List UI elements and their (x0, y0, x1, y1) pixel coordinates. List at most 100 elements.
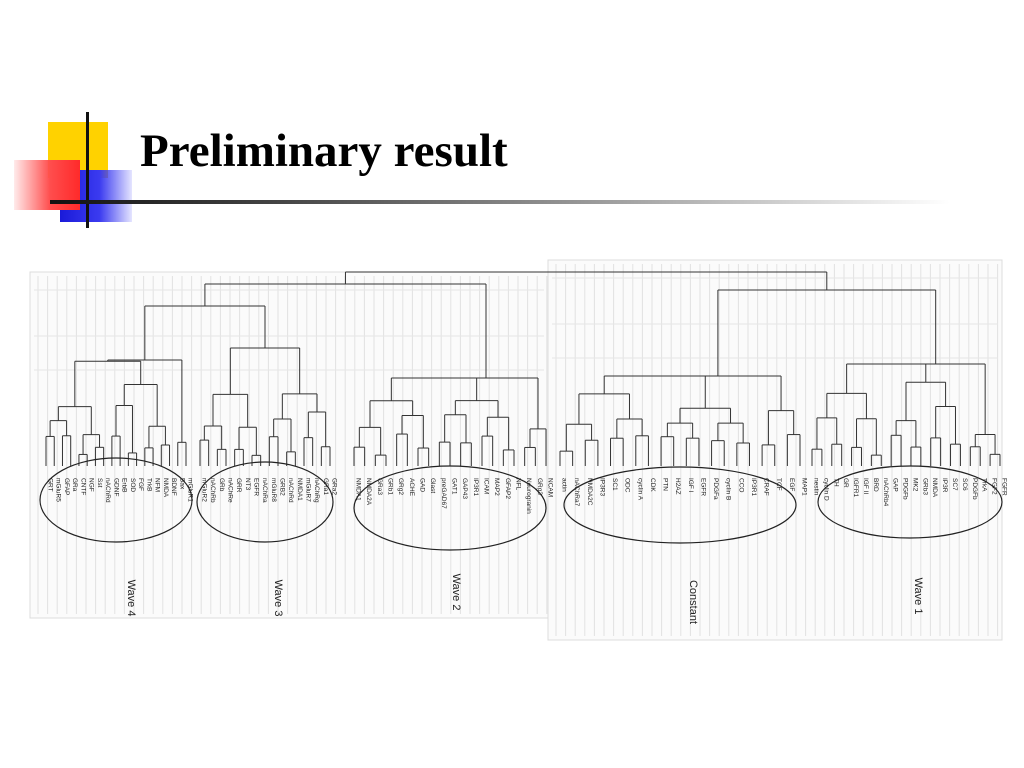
leaf-label: SOD (129, 478, 136, 492)
leaf-label: TrkB (145, 478, 152, 491)
leaf-label: nAChRa7 (573, 478, 580, 507)
group-label: Wave 4 (125, 580, 137, 617)
leaf-label: GRa2 (331, 478, 338, 495)
leaf-label: GAP43 (461, 478, 468, 499)
leaf-label: SC6 (961, 478, 968, 491)
leaf-label: GRb (218, 478, 225, 492)
leaf-label: GRb3 (921, 478, 928, 495)
leaf-label: NMDA2A (365, 478, 372, 506)
cluster-ellipse (39, 457, 193, 543)
leaf-label: NT3 (244, 478, 251, 491)
leaf-label: TH (832, 478, 839, 487)
leaf-label: IGF II (862, 478, 869, 494)
leaf-label: cyclin B (725, 478, 732, 500)
leaf-label: MK2 (911, 478, 918, 492)
leaf-label: GRa1 (322, 478, 329, 495)
leaf-label: ErbB (121, 478, 128, 492)
leaf-label: PDGFb (971, 478, 978, 500)
leaf-label: Bax (178, 478, 185, 490)
leaf-label: nAChRd (287, 478, 294, 503)
leaf-label: EGFR (253, 478, 260, 496)
leaf-label: EGF (788, 478, 795, 491)
leaf-label: nAChRe (227, 478, 234, 503)
leaf-label: cyclin A (636, 478, 643, 501)
leaf-label: SC7 (951, 478, 958, 491)
group-label: Constant (687, 580, 699, 624)
leaf-label: nAChRa (261, 478, 268, 503)
group-label: Wave 2 (450, 574, 462, 611)
leaf-label: cyclin D (822, 478, 829, 501)
slide-title: Preliminary result (140, 125, 508, 177)
leaf-label: preGAD67 (440, 478, 447, 509)
leaf-label: NFL (515, 478, 522, 491)
leaf-label: mGluR7 (305, 478, 312, 502)
leaf-label: GFAP2 (504, 478, 511, 499)
leaf-label: NMDA (162, 478, 169, 498)
leaf-label: GRg3 (536, 478, 543, 495)
leaf-label: FGFR (1001, 478, 1008, 496)
leaf-label: NFM (154, 478, 161, 492)
leaf-label: Glast (429, 478, 436, 493)
leaf-labels: GRT mGluR5 GFAP GRa CNTF NGF Sst nAChRd GDNF ErbB… (47, 478, 1008, 514)
leaf-label: IGF I (687, 478, 694, 493)
title-underline (50, 200, 950, 204)
leaf-label: MAP2 (493, 478, 500, 496)
leaf-label: CDK (649, 478, 656, 492)
leaf-label: IP3R1 (750, 478, 757, 496)
cluster-ellipse (353, 465, 547, 551)
leaf-label: GRa (71, 478, 78, 492)
leaf-label: PDGFa (712, 478, 719, 500)
cluster-ellipse (817, 465, 1003, 539)
leaf-label: BRD (872, 478, 879, 492)
leaf-label: TrkA (981, 478, 988, 492)
leaf-label: NMDA1 (296, 478, 303, 501)
leaf-label: GAD (419, 478, 426, 492)
leaf-label: MAP1 (801, 478, 808, 496)
dendrogram-tree (45, 271, 1001, 466)
leaf-label: GR (842, 478, 849, 488)
leaf-label: nAChRg (313, 478, 320, 503)
leaf-label: EGFR (699, 478, 706, 496)
cluster-ellipses (39, 457, 1003, 551)
leaf-label: ODC (624, 478, 631, 493)
leaf-label: IP3R1 (472, 478, 479, 496)
group-label: Wave 1 (912, 578, 924, 615)
leaf-label: GDNF (112, 478, 119, 496)
leaf-label: NCAM (547, 478, 554, 497)
leaf-label: BDNF (170, 478, 177, 496)
group-label: Wave 3 (272, 580, 284, 617)
leaf-label: IGFR1 (852, 478, 859, 498)
leaf-label: mGluR5 (55, 478, 62, 502)
leaf-label: PTN (662, 478, 669, 491)
left-panel (29, 271, 549, 619)
leaf-label: Sst (96, 478, 103, 488)
group-labels: Wave 4 Wave 3 Wave 2 Constant Wave 1 (125, 574, 924, 624)
leaf-label: nAChRb4 (882, 478, 889, 507)
leaf-label: Neurogranin (525, 478, 532, 514)
leaf-label: GRa3 (376, 478, 383, 495)
leaf-label: FGF (137, 478, 144, 491)
leaf-label: nestin (813, 478, 820, 496)
leaf-label: SC1 (611, 478, 618, 491)
cluster-ellipse (196, 461, 334, 543)
leaf-label: GRb1 (387, 478, 394, 495)
leaf-label: GRT (47, 478, 54, 492)
leaf-label: GFAP (63, 478, 70, 495)
leaf-label: nAChRd (104, 478, 111, 503)
leaf-label: NMDA (931, 478, 938, 498)
leaf-label: IP3R (941, 478, 948, 493)
leaf-label: CCO (737, 478, 744, 492)
leaf-label: CRAF (763, 478, 770, 496)
leaf-label: NGF (88, 478, 95, 492)
leaf-label: mGluR2 (201, 478, 208, 502)
leaf-label: NMDA1 (355, 478, 362, 501)
leaf-label: PDGFb (902, 478, 909, 500)
leaf-label: actin (561, 478, 568, 492)
leaf-label: ACHE (408, 478, 415, 497)
leaf-label: GRR (235, 478, 242, 493)
leaf-label: GAT1 (451, 478, 458, 495)
leaf-label: CNTF (79, 478, 86, 495)
cluster-ellipse (563, 466, 797, 544)
leaf-label: IP3R3 (598, 478, 605, 496)
